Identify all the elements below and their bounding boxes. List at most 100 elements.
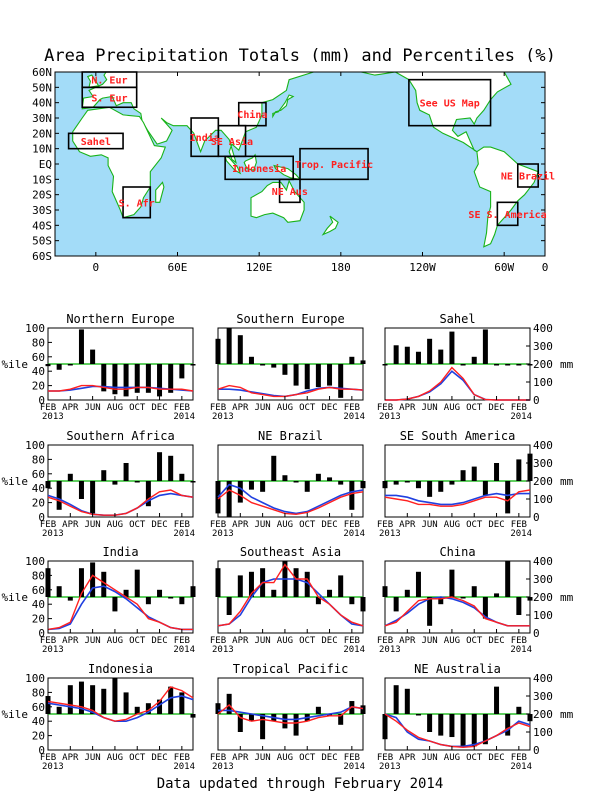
month-tick-label: JUN — [421, 753, 437, 763]
percentile-bar — [438, 714, 444, 736]
percentile-bar — [237, 575, 243, 597]
mm-tick-label: 300 — [533, 340, 553, 353]
percentile-bar — [304, 571, 310, 597]
month-tick-label: OCT — [129, 636, 146, 646]
map-region-label: SE S. America — [468, 209, 546, 221]
percentile-bar — [271, 364, 277, 368]
mm-tick-label: 400 — [533, 672, 553, 685]
month-tick-label: JUN — [254, 403, 270, 413]
total-precip-line — [217, 384, 364, 398]
percentile-bar — [505, 481, 511, 514]
footer-note: Data updated through February 2014 — [156, 776, 444, 792]
normal-precip-line — [385, 492, 530, 506]
percentile-bar — [315, 706, 321, 714]
year-start-label: 2013 — [42, 645, 64, 655]
month-tick-label: JUN — [84, 520, 100, 530]
percentile-bar — [460, 364, 466, 366]
percentile-bar — [449, 569, 455, 597]
percentile-bar — [505, 714, 511, 736]
percentile-bar — [327, 589, 333, 597]
month-tick-label: DEC — [321, 753, 337, 763]
map-region-box — [408, 78, 492, 127]
month-tick-label: OCT — [466, 403, 483, 413]
month-tick-label: FEB — [377, 403, 393, 413]
month-tick-label: APR — [232, 520, 249, 530]
year-start-label: 2013 — [212, 529, 234, 539]
percentile-bar — [516, 364, 522, 366]
total-precip-line — [384, 713, 531, 749]
percentile-bar — [404, 589, 410, 597]
map-region-box — [67, 132, 124, 150]
percentile-bar — [101, 470, 107, 481]
map-lon-label: 120W — [409, 261, 436, 274]
percentile-bar — [282, 714, 288, 729]
percentile-bar — [101, 571, 107, 597]
percentile-bar — [293, 568, 299, 597]
percentile-bar — [349, 597, 355, 605]
mm-tick-label: 400 — [533, 322, 553, 335]
month-tick-label: APR — [399, 753, 416, 763]
percentile-bar — [494, 463, 500, 481]
mm-tick-label: 200 — [533, 708, 553, 721]
map-region-box — [224, 155, 294, 181]
percentile-bar — [449, 481, 455, 485]
percentile-bar — [271, 455, 277, 481]
percentile-bar — [438, 597, 444, 605]
percentile-bar — [393, 481, 399, 485]
percentile-bar — [527, 453, 533, 481]
total-precip-line — [217, 563, 364, 627]
percentile-bar — [248, 714, 254, 722]
percentile-bar — [78, 568, 84, 597]
month-tick-label: AUG — [107, 753, 123, 763]
month-tick-label: JUN — [421, 520, 437, 530]
percentile-tick-label: 40 — [32, 482, 45, 495]
month-tick-label: FEB — [511, 636, 527, 646]
percentile-bar — [494, 686, 500, 714]
percentile-bar — [101, 364, 107, 392]
percentile-bar — [67, 364, 73, 366]
percentile-bar — [438, 481, 444, 492]
percentile-bar — [179, 692, 185, 714]
percentile-bar — [179, 364, 185, 379]
percentile-tick-label: 80 — [32, 686, 45, 699]
total-precip-line — [384, 596, 530, 627]
normal-precip-line — [47, 695, 194, 722]
year-start-label: 2013 — [212, 762, 234, 772]
month-tick-label: DEC — [321, 520, 337, 530]
percentile-bar — [134, 706, 140, 714]
percentile-bar — [56, 586, 62, 597]
percentile-bar — [494, 593, 500, 597]
map-region-box — [278, 178, 301, 204]
percentile-bar — [226, 328, 232, 364]
year-start-label: 2013 — [212, 412, 234, 422]
month-tick-label: FEB — [511, 403, 527, 413]
year-end-label: 2014 — [343, 529, 365, 539]
panel-title: India — [102, 545, 138, 559]
month-tick-label: APR — [232, 403, 249, 413]
percentile-tick-label: 0 — [38, 394, 45, 407]
map-lat-label: EQ — [39, 158, 52, 171]
percentile-bar — [123, 589, 129, 597]
map-lat-label: 40N — [32, 97, 52, 110]
percentile-bar — [112, 364, 118, 395]
map-region-box — [81, 86, 138, 109]
map-region-label: N. Eur — [91, 76, 127, 87]
percentile-bar — [360, 597, 366, 612]
percentile-bar — [315, 364, 321, 388]
percentile-bar — [516, 597, 522, 615]
month-tick-label: FEB — [377, 636, 393, 646]
mm-tick-label: 100 — [533, 376, 553, 389]
map-region-box — [299, 147, 369, 181]
map-lat-label: 20S — [32, 189, 52, 202]
year-start-label: 2013 — [379, 412, 401, 422]
percentile-bar — [404, 481, 410, 483]
percentile-bar — [460, 714, 466, 747]
mm-axis-label: mm — [560, 708, 574, 721]
percentile-bar — [56, 706, 62, 714]
percentile-bar — [505, 561, 511, 597]
